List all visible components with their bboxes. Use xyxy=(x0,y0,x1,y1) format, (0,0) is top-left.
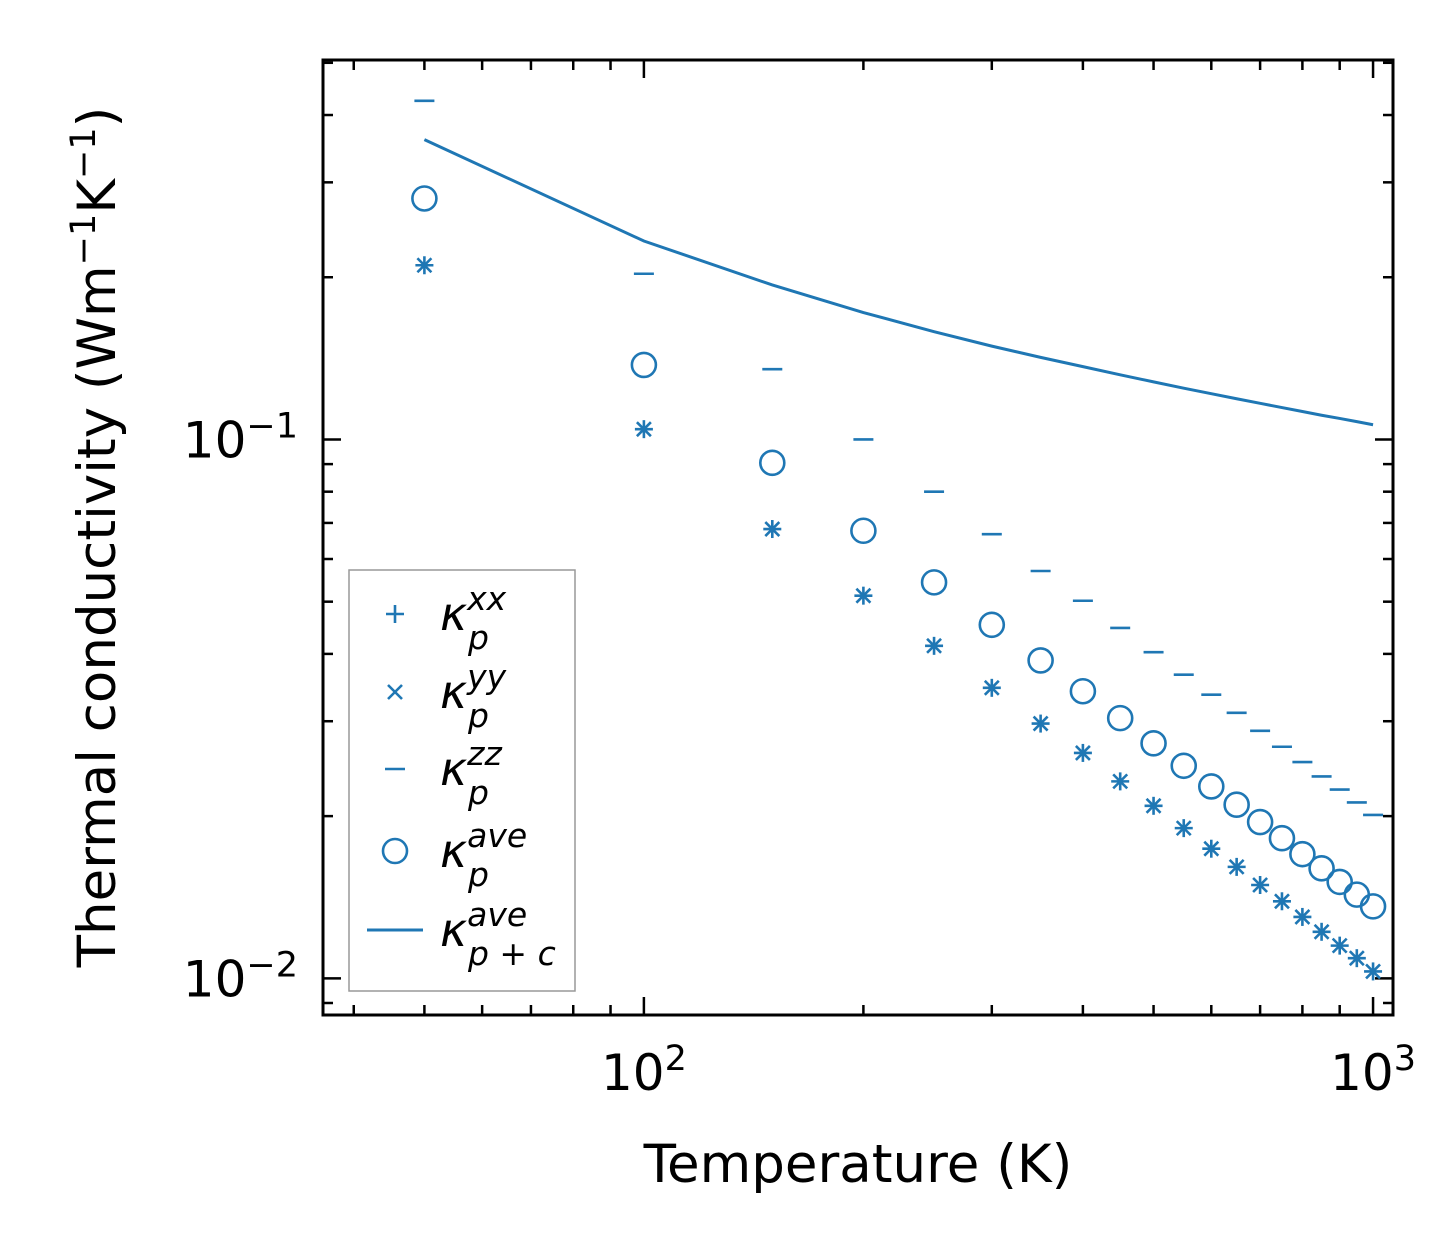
data-point xyxy=(1365,963,1381,980)
legend-label-kappa_p_ave: κave p xyxy=(440,816,527,894)
data-point xyxy=(1228,858,1245,875)
data-point xyxy=(1032,715,1049,732)
legend-label-kappa_p_yy: κyy p xyxy=(440,657,507,735)
data-point xyxy=(1170,752,1198,780)
data-point xyxy=(920,569,948,596)
data-point xyxy=(1289,840,1316,868)
legend-frame xyxy=(348,569,576,992)
data-point xyxy=(978,611,1006,639)
y-tick-label: 10−1 xyxy=(183,406,298,469)
x-axis-label: Temperature (K) xyxy=(643,1134,1073,1195)
data-point xyxy=(850,517,877,545)
data-point xyxy=(1359,893,1387,920)
series-line xyxy=(423,138,1374,427)
series-kappa_p+c_ave xyxy=(423,138,1374,427)
data-point xyxy=(1308,855,1335,882)
y-axis-label-suffix: ) xyxy=(67,107,128,128)
legend-handle-kappa_p_yy xyxy=(387,684,403,700)
plot-frame xyxy=(321,58,1395,1017)
y-axis-label-exp2: −1 xyxy=(64,127,104,179)
legend-handle-kappa_p_xx xyxy=(386,605,404,623)
data-point xyxy=(1140,729,1167,757)
legend-label-kappa_p+c_ave: κave p + c xyxy=(440,895,556,973)
data-point xyxy=(764,521,781,537)
tick-labels: 102 103 10−2 10−1 xyxy=(183,406,1416,1102)
series-kappa_p_zz xyxy=(414,99,1384,817)
y-axis-label-mid: K xyxy=(67,178,128,214)
data-point xyxy=(1175,820,1192,837)
data-point xyxy=(758,449,786,477)
data-point xyxy=(1203,840,1220,857)
data-point xyxy=(1252,877,1269,893)
series-kappa_p_yy xyxy=(416,257,1381,980)
data-point xyxy=(1294,909,1311,925)
y-axis-label-prefix: Thermal conductivity (Wm xyxy=(67,265,128,968)
data-point xyxy=(1069,677,1097,705)
data-point xyxy=(1145,797,1162,814)
data-point xyxy=(1074,745,1091,761)
data-point xyxy=(635,421,652,438)
data-point xyxy=(1197,773,1225,800)
data-point xyxy=(1246,808,1274,836)
data-point xyxy=(411,185,438,212)
data-point xyxy=(1268,824,1296,852)
legend-label-kappa_p_zz: κzz p xyxy=(440,734,502,812)
data-point xyxy=(1106,704,1134,732)
data-point xyxy=(1027,647,1054,674)
series-kappa_p_ave xyxy=(411,185,1387,920)
y-tick-label: 10−2 xyxy=(183,945,298,1008)
data-point xyxy=(1112,773,1129,790)
data-point xyxy=(1223,791,1250,818)
data-point xyxy=(416,257,433,274)
x-tick-label: 103 xyxy=(1330,1039,1416,1102)
data-point xyxy=(1331,937,1348,954)
y-axis-label-exp1: −1 xyxy=(64,214,104,266)
axis-ticks xyxy=(323,60,1393,1015)
x-tick-label: 102 xyxy=(601,1039,687,1102)
data-point xyxy=(855,587,872,604)
series-layer xyxy=(411,99,1387,981)
legend-label-kappa_p_xx: κxx p xyxy=(440,579,507,657)
data-point xyxy=(926,637,942,654)
data-point xyxy=(1313,923,1330,940)
y-axis-label: Thermal conductivity (Wm−1K−1) xyxy=(64,107,128,969)
data-point xyxy=(630,351,658,379)
data-point xyxy=(1348,950,1365,967)
data-point xyxy=(1326,868,1353,896)
data-point xyxy=(1274,893,1290,910)
data-point xyxy=(983,679,1000,696)
legend-handle-kappa_p_ave xyxy=(381,837,409,865)
